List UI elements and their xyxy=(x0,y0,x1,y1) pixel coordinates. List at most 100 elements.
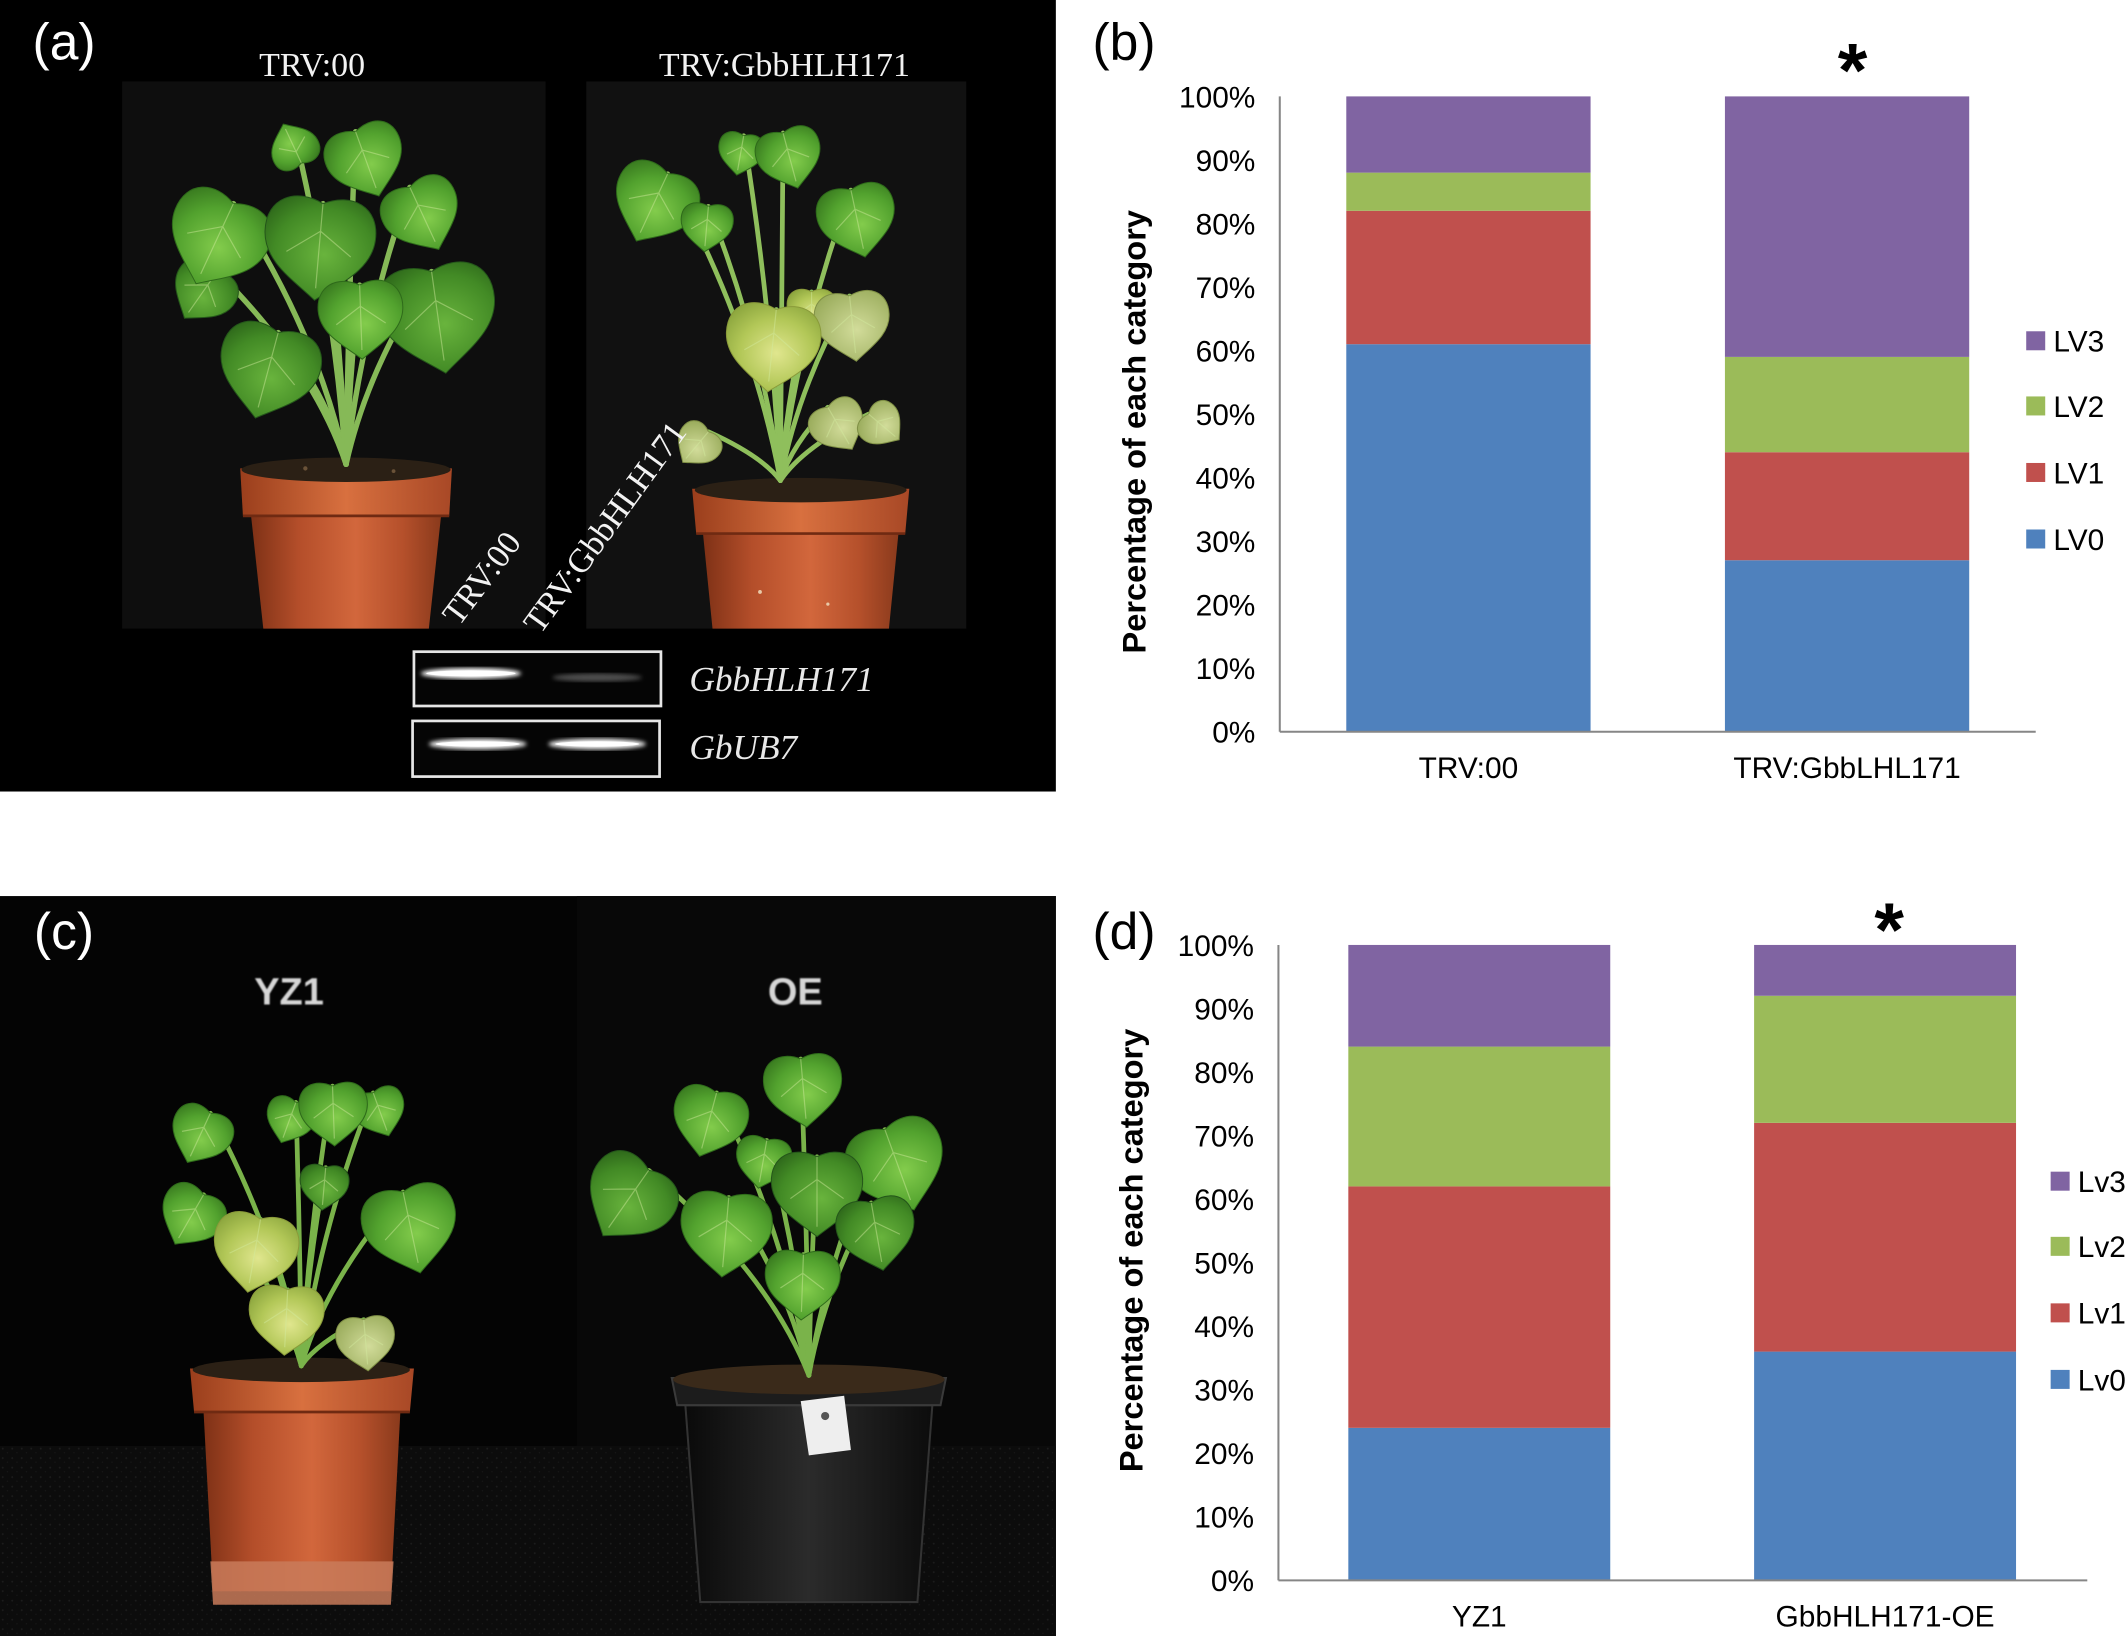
leaf-blade xyxy=(852,395,914,457)
leaf xyxy=(852,395,914,457)
x-category-label: GbbHLH171-OE xyxy=(1776,1600,1995,1633)
leaf-vein xyxy=(335,284,387,351)
leaf-blade xyxy=(566,1140,689,1262)
legend-label: Lv2 xyxy=(2078,1231,2126,1264)
panel-b: (b) 0% 10% 20% 30% 40% 50% 60% 70% 80% 90% 100% TRV… xyxy=(1093,13,2105,785)
pot-body xyxy=(203,1411,401,1592)
leaf xyxy=(317,279,404,360)
leaf xyxy=(334,1314,397,1373)
bar-segment-lv3 xyxy=(1754,944,2017,996)
y-tick-label: 50% xyxy=(1196,399,1256,432)
leaf-vein xyxy=(308,1166,340,1206)
leaf xyxy=(812,288,894,365)
legend-swatch xyxy=(2026,396,2046,416)
leaf xyxy=(566,1140,689,1262)
leaf-vein xyxy=(780,1254,826,1313)
bar-segment-lv3 xyxy=(1724,96,1970,357)
panel-label-a: (a) xyxy=(33,13,96,71)
leaf-blade xyxy=(676,1189,774,1281)
leaf-vein xyxy=(778,1057,829,1121)
bar-segment-lv2 xyxy=(1754,995,2017,1123)
y-tick-label: 80% xyxy=(1194,1057,1254,1090)
leaf-vein xyxy=(174,191,260,286)
leaf-vein xyxy=(162,1185,220,1247)
pot-trv00 xyxy=(240,457,452,629)
leaf-vein xyxy=(270,1098,310,1143)
leaf-vein xyxy=(828,294,877,356)
bar-segment-lv1 xyxy=(1754,1122,2017,1352)
leaf xyxy=(159,1097,239,1175)
leaf xyxy=(832,1192,922,1277)
significance-asterisk: * xyxy=(1838,28,1868,113)
leaf-vein xyxy=(334,124,397,196)
leaf xyxy=(678,201,734,254)
y-tick-label: 60% xyxy=(1194,1184,1254,1217)
y-tick-label: 40% xyxy=(1194,1311,1254,1344)
significance-asterisk: * xyxy=(1874,888,1904,973)
leaf xyxy=(676,1189,774,1281)
pot-body xyxy=(703,533,899,629)
photo-title-trv-gbbhlh171: TRV:GbbHLH171 xyxy=(659,47,910,84)
bar-segment-lv3 xyxy=(1346,96,1591,173)
leaf-blade xyxy=(665,415,727,477)
leaf-vein xyxy=(725,133,757,172)
leaf-blade xyxy=(261,114,324,176)
panel-label-c: (c) xyxy=(34,902,94,960)
leaf xyxy=(731,1133,795,1193)
bar-segment-lv2 xyxy=(1348,1046,1611,1187)
leaf-blade xyxy=(812,288,894,365)
legend-label: LV0 xyxy=(2053,524,2104,557)
leaf-vein xyxy=(790,1157,843,1227)
gel-gbbhlh171 xyxy=(412,650,663,708)
leaf-vein xyxy=(359,1088,401,1136)
leaf-blade xyxy=(802,391,876,463)
leaf xyxy=(259,193,378,305)
leaf-blade xyxy=(373,167,475,266)
leaf-vein xyxy=(389,178,456,252)
y-tick-label: 70% xyxy=(1194,1120,1254,1153)
bar-segment-lv0 xyxy=(1346,344,1591,732)
leaf xyxy=(812,178,904,265)
leaf-blade xyxy=(334,1314,397,1373)
legend-label: Lv1 xyxy=(2078,1298,2126,1331)
leaf xyxy=(665,415,727,477)
plant-trv-gbbhlh171 xyxy=(598,121,914,483)
leaf-vein xyxy=(174,1106,227,1164)
plant-oe xyxy=(566,1052,961,1378)
bar-segment-lv1 xyxy=(1348,1186,1611,1428)
panel-c: (c) YZ1 OE xyxy=(0,896,1056,1636)
x-category-label: TRV:00 xyxy=(1419,752,1519,785)
y-tick-label: 60% xyxy=(1196,335,1256,368)
leaf-blade xyxy=(207,315,329,432)
leaf xyxy=(598,152,708,259)
leaf-blade xyxy=(298,1081,369,1147)
leaf-blade xyxy=(598,152,708,259)
gel-label-gbbhlh171: GbbHLH171 xyxy=(689,660,873,699)
y-tick-label: 40% xyxy=(1196,462,1256,495)
leaf-vein xyxy=(765,128,815,186)
soil-speck xyxy=(303,466,308,471)
leaf xyxy=(298,1081,369,1147)
soil xyxy=(673,1364,945,1395)
pot-body xyxy=(251,515,442,629)
y-tick-label: 30% xyxy=(1196,526,1256,559)
bar-segment-lv2 xyxy=(1346,172,1591,211)
y-tick-label: 100% xyxy=(1178,930,1254,963)
pot-yz1 xyxy=(190,1357,414,1605)
gel-band-core xyxy=(555,741,640,747)
legend-swatch xyxy=(2050,1303,2070,1323)
legend-label: LV1 xyxy=(2053,457,2104,490)
legend-swatch xyxy=(2026,331,2046,351)
pot-base-band xyxy=(210,1561,394,1605)
y-tick-label: 50% xyxy=(1194,1247,1254,1280)
soil xyxy=(192,1357,410,1383)
y-tick-label: 20% xyxy=(1196,590,1256,623)
gel-band-faint xyxy=(552,673,642,682)
gel-gbub7 xyxy=(411,719,661,778)
y-tick-label: 100% xyxy=(1179,81,1255,114)
leaf-vein xyxy=(225,1215,285,1288)
y-tick-label: 20% xyxy=(1194,1438,1254,1471)
leaf-blade xyxy=(317,279,404,360)
legend-swatch xyxy=(2026,529,2046,549)
leaf-blade xyxy=(663,1080,753,1166)
